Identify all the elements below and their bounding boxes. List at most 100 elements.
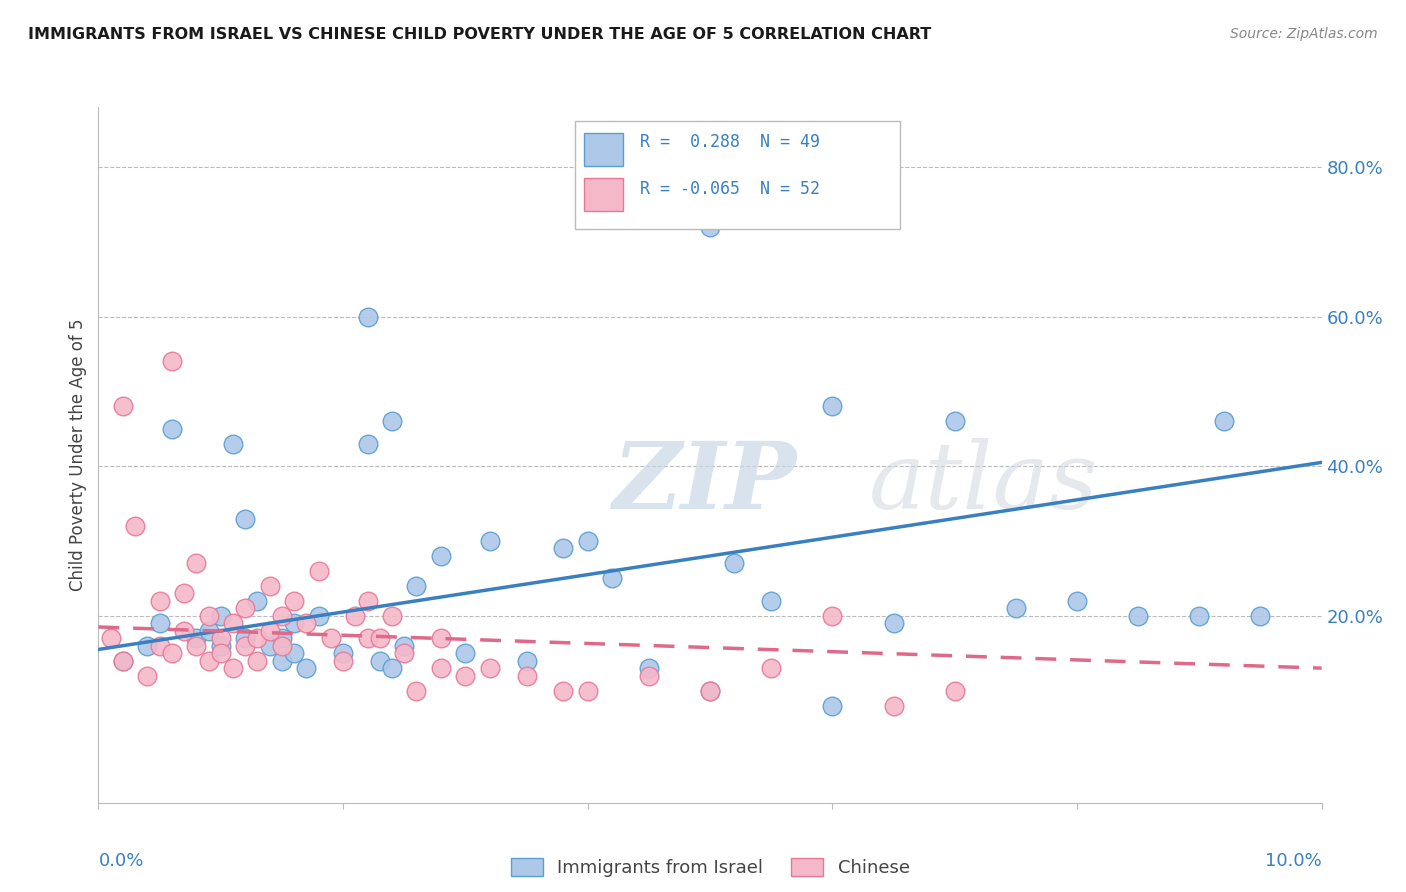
Point [356,436,378,450]
Point [430,549,453,563]
Point [723,557,745,571]
Point [197,608,219,623]
Y-axis label: Child Poverty Under the Age of 5: Child Poverty Under the Age of 5 [69,318,87,591]
Point [111,654,134,668]
Point [381,414,404,428]
Point [332,646,354,660]
Point [197,654,219,668]
Point [392,639,416,653]
Point [356,631,378,645]
Point [270,608,292,623]
Point [160,354,183,368]
Point [233,511,256,525]
Text: R =  0.288  N = 49: R = 0.288 N = 49 [640,134,820,152]
Point [124,519,146,533]
Point [222,661,245,675]
Point [136,668,159,682]
Point [553,683,575,698]
Point [111,399,134,413]
Point [943,414,966,428]
Point [186,639,208,653]
Point [405,579,427,593]
Point [186,631,208,645]
Point [356,310,378,324]
Point [270,654,292,668]
Point [430,661,453,675]
Point [699,219,721,234]
Text: Source: ZipAtlas.com: Source: ZipAtlas.com [1230,27,1378,41]
Point [100,631,122,645]
Point [319,631,342,645]
Point [699,683,721,698]
Point [233,631,256,645]
Point [454,646,477,660]
Point [454,668,477,682]
Point [600,571,623,585]
Point [759,661,782,675]
Point [222,616,245,631]
Point [283,646,305,660]
Point [222,436,245,450]
Point [344,608,367,623]
Point [381,608,404,623]
Point [1004,601,1026,615]
Point [160,422,183,436]
Point [209,646,232,660]
Point [1066,594,1088,608]
Point [246,594,269,608]
Legend: Immigrants from Israel, Chinese: Immigrants from Israel, Chinese [503,850,917,884]
Point [283,594,305,608]
Point [759,594,782,608]
Point [405,683,427,698]
Point [392,646,416,660]
FancyBboxPatch shape [583,133,623,166]
Point [637,661,661,675]
Point [553,541,575,556]
FancyBboxPatch shape [583,178,623,211]
Point [295,616,318,631]
Point [246,654,269,668]
Point [821,399,844,413]
Point [576,533,599,548]
Point [516,654,538,668]
Point [270,631,292,645]
Point [149,639,172,653]
Point [637,668,661,682]
Point [821,698,844,713]
Point [149,594,172,608]
Point [233,601,256,615]
Point [149,616,172,631]
Point [209,631,232,645]
Point [516,668,538,682]
Point [356,594,378,608]
Point [308,608,330,623]
Point [821,608,844,623]
Point [381,661,404,675]
Point [270,639,292,653]
Point [478,661,501,675]
Point [160,646,183,660]
Point [259,624,281,638]
Point [259,579,281,593]
Point [136,639,159,653]
Point [883,616,905,631]
Point [576,683,599,698]
Point [259,639,281,653]
Point [332,654,354,668]
Point [1212,414,1234,428]
Text: 10.0%: 10.0% [1265,852,1322,870]
Point [173,586,195,600]
Text: R = -0.065  N = 52: R = -0.065 N = 52 [640,180,820,198]
FancyBboxPatch shape [575,121,900,229]
Point [197,624,219,638]
Point [699,683,721,698]
Point [368,654,391,668]
Point [173,624,195,638]
Point [209,639,232,653]
Text: 0.0%: 0.0% [98,852,143,870]
Point [233,639,256,653]
Point [295,661,318,675]
Point [308,564,330,578]
Point [430,631,453,645]
Point [283,616,305,631]
